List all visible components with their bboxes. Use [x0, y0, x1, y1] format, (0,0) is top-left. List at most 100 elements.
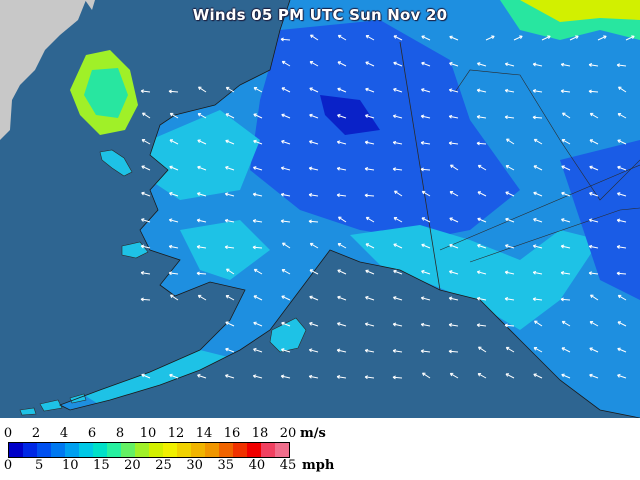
wind-arrow	[421, 217, 431, 223]
wind-arrow	[485, 35, 495, 41]
wind-arrow	[505, 244, 515, 249]
wind-arrow-head	[280, 38, 284, 42]
wind-arrow-head	[253, 269, 257, 273]
wind-arrow	[169, 374, 179, 379]
wind-arrow	[617, 374, 627, 379]
wind-arrow-head	[560, 90, 564, 94]
wind-arrow-head	[141, 165, 144, 169]
legend-color-swatch	[65, 443, 79, 457]
wind-arrow	[337, 141, 347, 145]
wind-arrow-head	[560, 272, 564, 275]
wind-arrow-head	[561, 219, 564, 222]
wind-arrow	[281, 375, 291, 379]
wind-arrow-head	[588, 90, 592, 94]
wind-arrow-head	[590, 294, 593, 299]
legend-tick-label: 20	[279, 426, 297, 441]
wind-arrow	[506, 346, 515, 353]
wind-arrow	[338, 216, 347, 223]
wind-arrow-head	[364, 349, 368, 353]
wind-arrow-head	[309, 61, 313, 65]
wind-arrow	[561, 218, 571, 223]
wind-arrow	[197, 219, 207, 223]
wind-arrow	[449, 115, 459, 119]
wind-arrow-head	[588, 272, 592, 276]
wind-arrow-head	[365, 35, 369, 39]
wind-arrow-head	[449, 217, 452, 221]
legend-tick-label: 12	[167, 426, 185, 441]
wind-arrow	[282, 242, 291, 249]
wind-arrow-head	[169, 113, 173, 117]
wind-arrow	[141, 218, 151, 223]
wind-arrow	[532, 116, 543, 119]
wind-arrow-head	[532, 271, 536, 275]
wind-arrow	[450, 372, 459, 379]
wind-arrow-head	[505, 191, 508, 195]
wind-arrow-head	[504, 271, 508, 275]
wind-arrow	[617, 348, 627, 353]
wind-arrow-head	[561, 139, 565, 143]
wind-arrow	[617, 246, 627, 249]
wind-arrow	[169, 219, 179, 223]
legend-color-swatch	[135, 443, 149, 457]
legend-tick-label: 4	[59, 426, 69, 441]
wind-arrow	[337, 296, 347, 301]
wind-arrow-head	[336, 194, 340, 198]
wind-arrow-head	[448, 297, 452, 301]
wind-arrow-head	[505, 347, 509, 351]
wind-arrow	[589, 245, 599, 249]
wind-arrow	[225, 193, 235, 197]
wind-arrow-head	[588, 245, 592, 249]
wind-arrow-head	[253, 322, 256, 326]
wind-arrow-head	[393, 270, 396, 274]
wind-arrow	[589, 272, 599, 275]
wind-arrow	[365, 88, 375, 93]
legend-tick-label: 10	[61, 458, 79, 473]
wind-arrow-head	[252, 220, 256, 223]
wind-arrow	[506, 138, 515, 145]
legend-tick-label: 14	[195, 426, 213, 441]
wind-arrow-head	[309, 322, 312, 326]
wind-arrow-head	[197, 295, 201, 299]
wind-arrow-head	[393, 217, 397, 221]
wind-arrow-head	[337, 323, 340, 326]
wind-arrow	[253, 140, 263, 145]
wind-arrow	[309, 296, 319, 301]
wind-arrow	[562, 112, 571, 119]
wind-arrow	[420, 168, 431, 171]
wind-arrow-head	[533, 192, 536, 196]
wind-arrow	[476, 142, 487, 145]
wind-arrow-head	[365, 243, 369, 247]
wind-arrow	[478, 346, 487, 353]
wind-arrow	[337, 167, 347, 171]
wind-arrow	[589, 139, 599, 145]
wind-arrow	[505, 63, 515, 67]
wind-arrow	[309, 349, 319, 353]
wind-arrow	[421, 115, 431, 119]
wind-arrow	[449, 270, 459, 275]
kodiak-island	[269, 317, 307, 353]
wind-arrow-head	[253, 113, 256, 117]
wind-arrow-head	[308, 349, 312, 353]
wind-arrow	[449, 324, 459, 327]
wind-arrow	[168, 90, 179, 93]
wind-arrow	[477, 244, 487, 249]
wind-arrow-head	[169, 192, 172, 196]
legend-tick-label: 15	[93, 458, 110, 473]
wind-arrow	[561, 245, 571, 249]
wind-arrow-head	[308, 375, 312, 379]
wind-arrow-head	[309, 114, 312, 118]
wind-arrow-head	[337, 88, 340, 92]
wind-arrow	[393, 141, 403, 145]
wind-arrow	[541, 35, 551, 41]
wind-arrow	[365, 35, 375, 41]
wind-arrow	[225, 113, 235, 119]
wind-arrow	[365, 323, 375, 327]
wind-arrow	[562, 320, 571, 327]
wind-arrow-head	[477, 165, 481, 169]
wind-arrow-head	[309, 141, 312, 144]
wind-arrow-head	[281, 269, 285, 273]
wind-arrow	[309, 87, 319, 93]
wind-arrow-head	[196, 272, 200, 276]
wind-arrow	[421, 350, 431, 353]
wind-arrow	[169, 139, 179, 145]
